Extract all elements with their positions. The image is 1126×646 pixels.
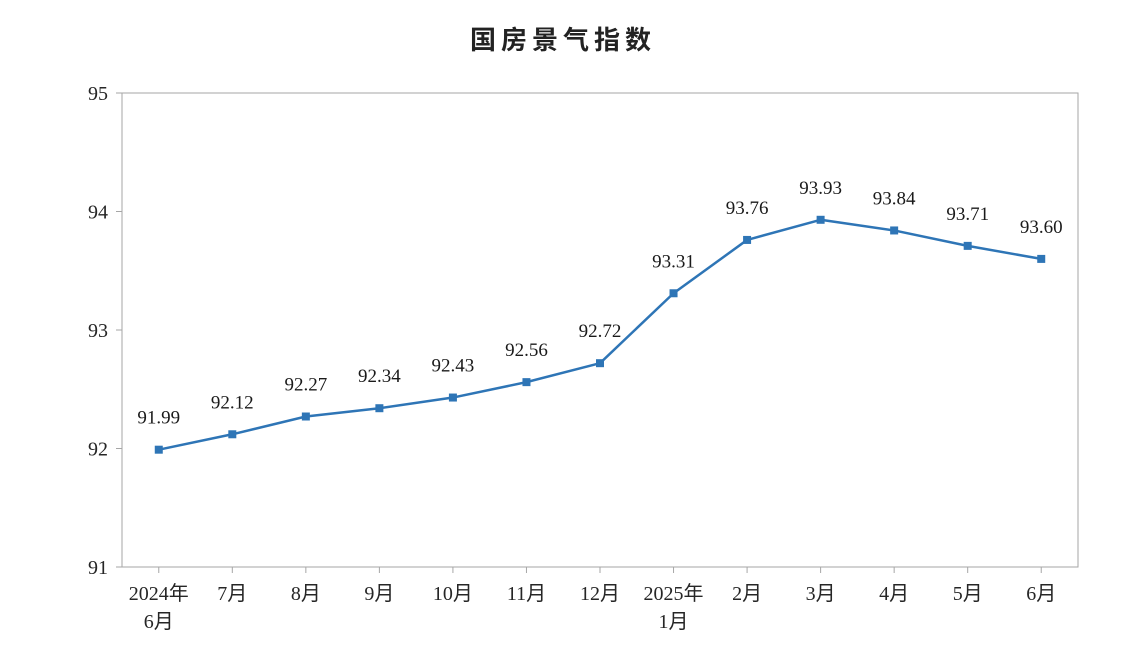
svg-text:3月: 3月 [806, 583, 836, 605]
svg-text:91.99: 91.99 [137, 408, 180, 429]
svg-text:92.12: 92.12 [211, 392, 254, 413]
svg-text:2024年: 2024年 [129, 582, 189, 605]
svg-text:92.43: 92.43 [432, 356, 475, 377]
svg-text:8月: 8月 [291, 583, 321, 605]
svg-text:93.93: 93.93 [799, 178, 842, 199]
svg-text:2月: 2月 [732, 583, 762, 605]
svg-text:9月: 9月 [364, 583, 394, 605]
svg-text:1月: 1月 [659, 611, 689, 633]
svg-text:7月: 7月 [217, 583, 247, 605]
svg-text:93.31: 93.31 [652, 251, 695, 272]
svg-text:95: 95 [88, 83, 108, 105]
svg-text:94: 94 [88, 202, 108, 224]
svg-text:92: 92 [88, 439, 108, 461]
svg-text:93.60: 93.60 [1020, 217, 1063, 238]
svg-text:93.84: 93.84 [873, 188, 916, 209]
svg-text:93.71: 93.71 [946, 204, 989, 225]
svg-text:11月: 11月 [507, 583, 546, 605]
svg-text:4月: 4月 [879, 583, 909, 605]
svg-text:91: 91 [88, 557, 108, 579]
svg-text:92.56: 92.56 [505, 340, 548, 361]
svg-text:92.72: 92.72 [579, 321, 622, 342]
svg-text:12月: 12月 [580, 583, 620, 605]
svg-text:2025年: 2025年 [644, 582, 704, 605]
svg-text:10月: 10月 [433, 583, 473, 605]
svg-text:92.34: 92.34 [358, 366, 401, 387]
svg-text:6月: 6月 [1026, 583, 1056, 605]
svg-text:6月: 6月 [144, 611, 174, 633]
svg-text:93: 93 [88, 320, 108, 342]
svg-text:5月: 5月 [953, 583, 983, 605]
svg-text:93.76: 93.76 [726, 198, 769, 219]
svg-text:92.27: 92.27 [284, 375, 327, 396]
